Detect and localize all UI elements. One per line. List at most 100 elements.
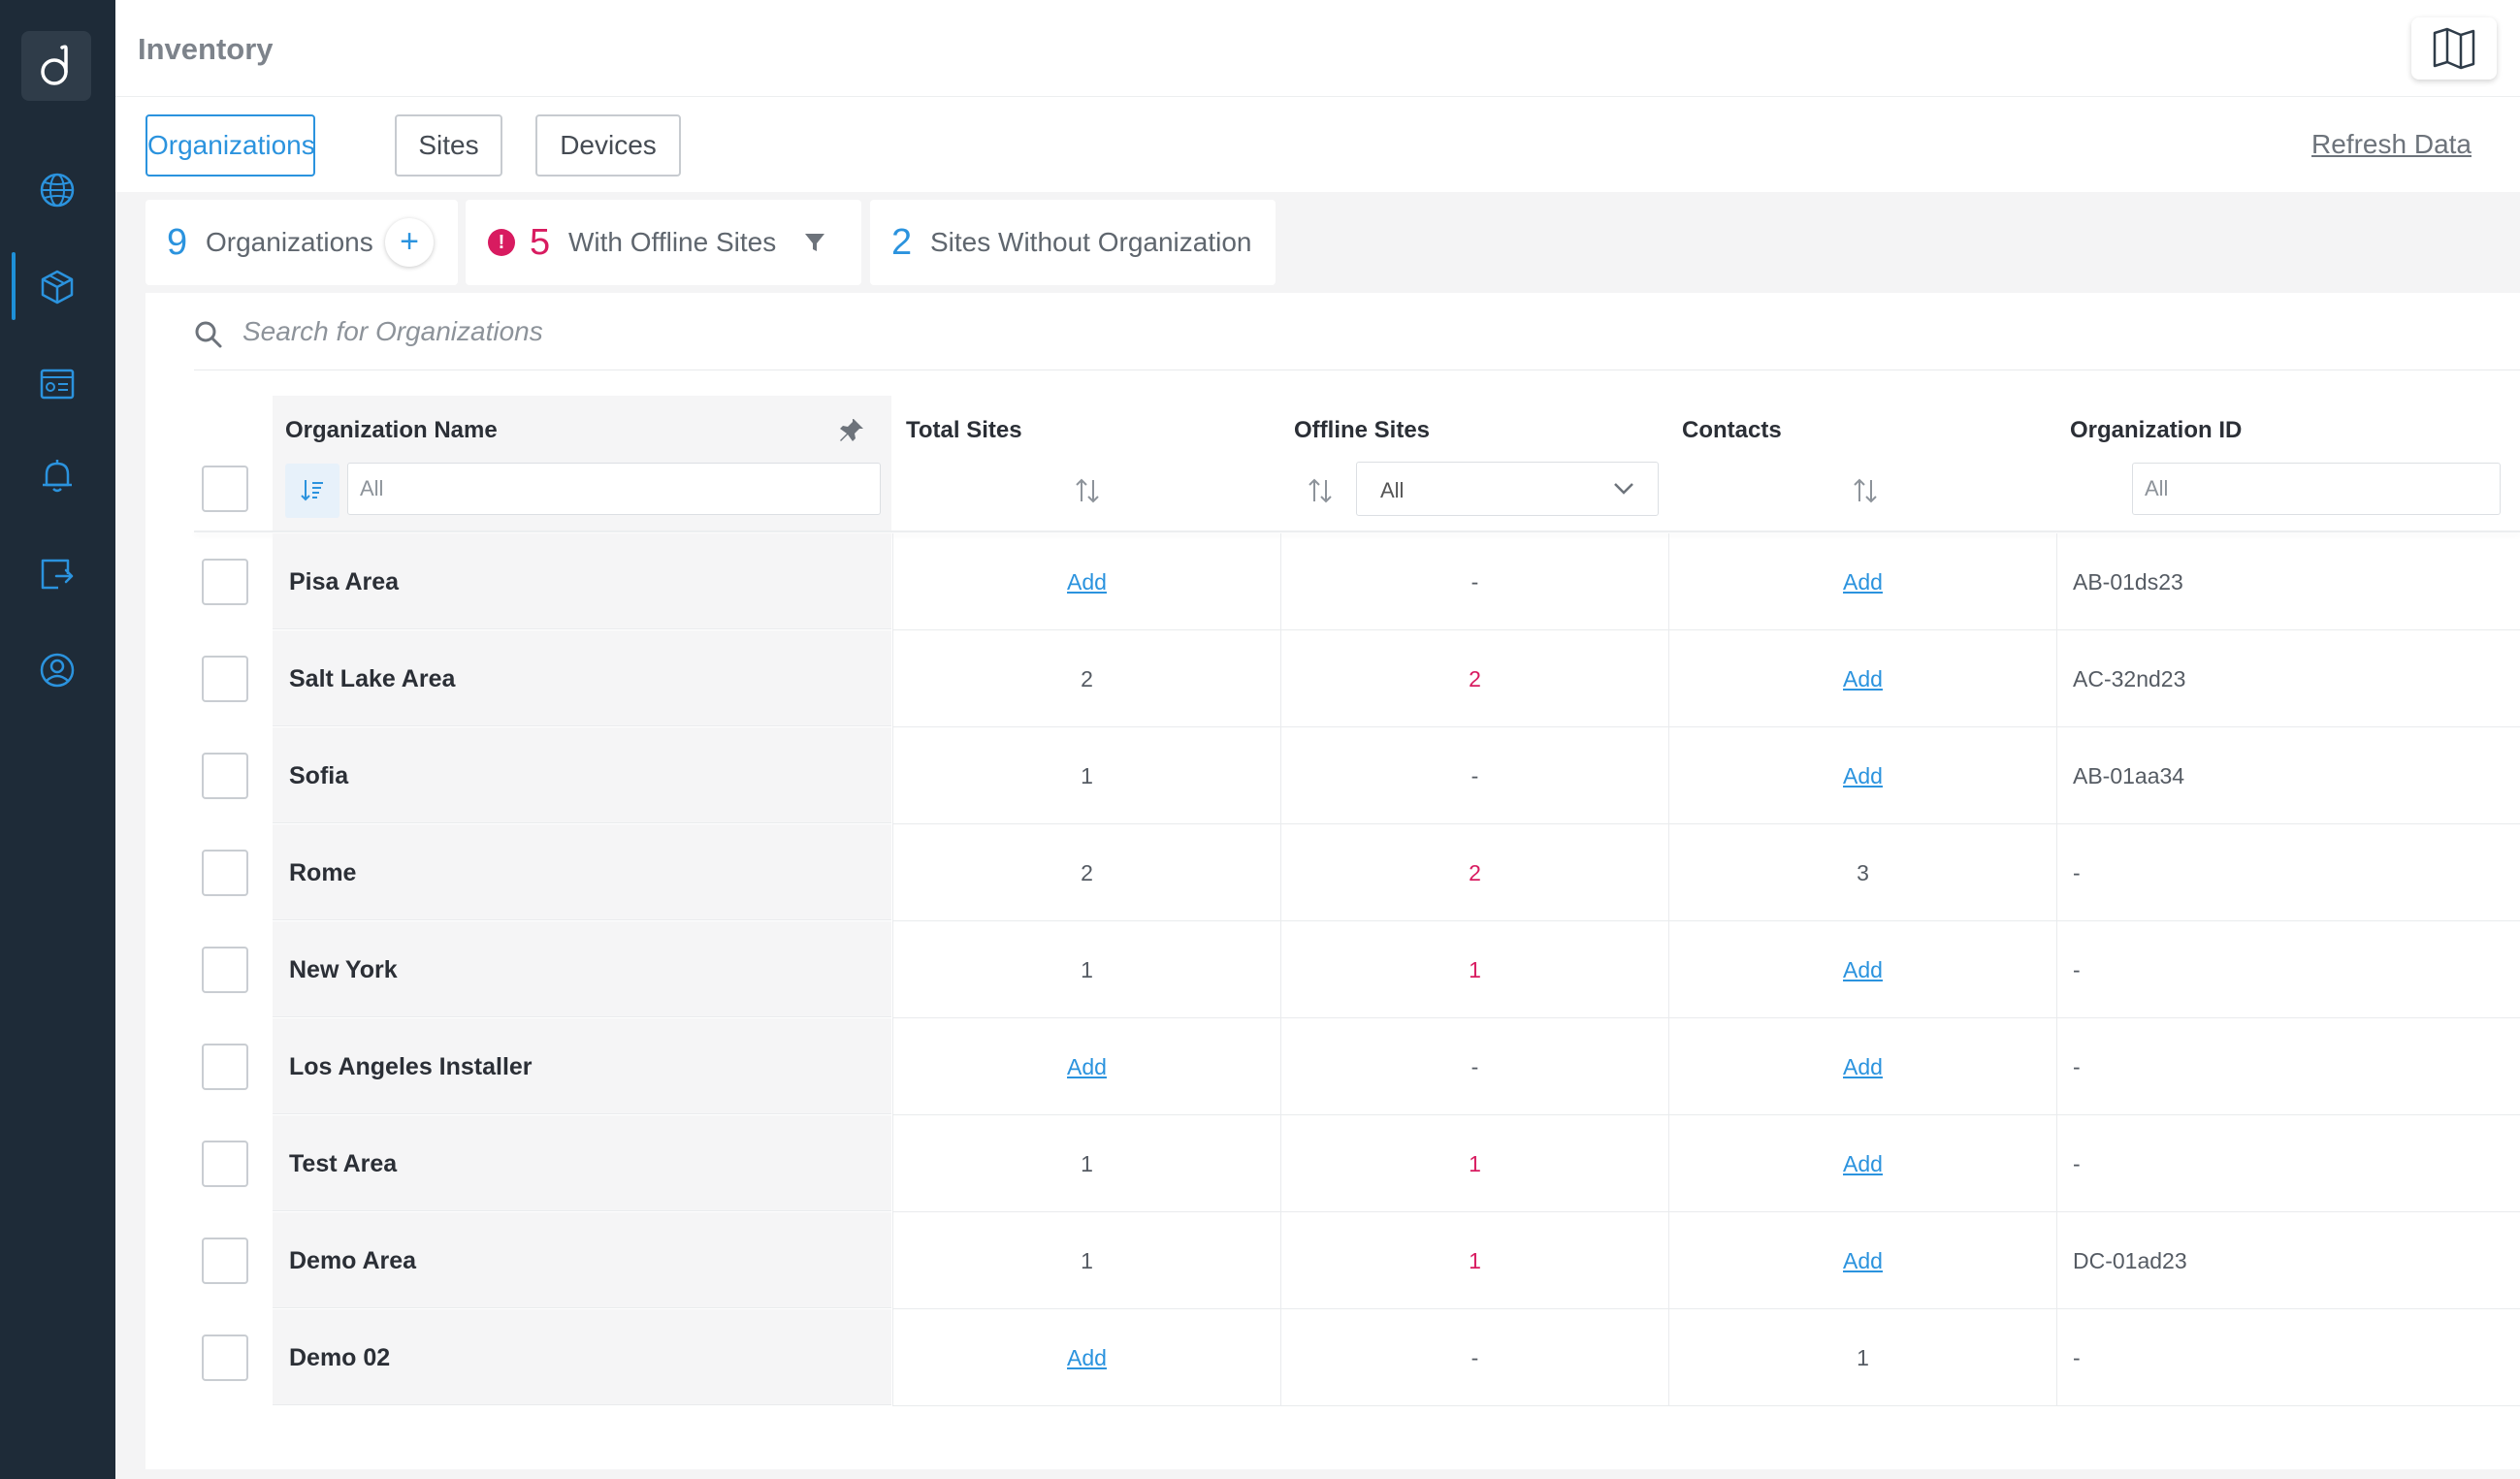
select-all-checkbox[interactable]	[202, 466, 248, 512]
add-contact-link[interactable]: Add	[1843, 763, 1883, 788]
row-checkbox[interactable]	[202, 1044, 248, 1090]
table-row[interactable]: Rome 2 2 3 -	[145, 824, 2520, 921]
contacts-value: 3	[1857, 860, 1869, 885]
sidebar-item-export[interactable]	[0, 538, 115, 606]
sidebar-item-account[interactable]	[0, 635, 115, 703]
table-row[interactable]: New York 1 1 Add -	[145, 921, 2520, 1018]
offline-sites-value: -	[1470, 1345, 1479, 1370]
row-checkbox[interactable]	[202, 1141, 248, 1187]
table-row[interactable]: Demo Area 1 1 Add DC-01ad23	[145, 1212, 2520, 1309]
organization-id-cell: -	[2056, 1309, 2520, 1406]
row-checkbox[interactable]	[202, 1334, 248, 1381]
filter-icon[interactable]	[803, 231, 826, 254]
organization-name[interactable]: Los Angeles Installer	[289, 1053, 533, 1080]
search-bar	[194, 293, 2520, 370]
add-contact-link[interactable]: Add	[1843, 1054, 1883, 1079]
add-site-link[interactable]: Add	[1067, 1054, 1107, 1079]
total-sites-value: 1	[1081, 957, 1093, 982]
offline-sites-cell: -	[1280, 727, 1668, 824]
header-divider	[194, 531, 2520, 532]
sidebar-item-dashboard[interactable]	[0, 349, 115, 417]
name-cell	[273, 1018, 891, 1114]
table-row[interactable]: Salt Lake Area 2 2 Add AC-32nd23	[145, 630, 2520, 727]
organization-name[interactable]: New York	[289, 956, 398, 983]
organization-id-value: AB-01ds23	[2073, 569, 2183, 595]
search-input[interactable]	[242, 310, 1406, 353]
table-row[interactable]: Demo 02 Add - 1 -	[145, 1309, 2520, 1406]
total-sites-cell: 2	[892, 824, 1280, 921]
organization-name[interactable]: Sofia	[289, 762, 349, 789]
add-contact-link[interactable]: Add	[1843, 957, 1883, 982]
name-cell	[273, 533, 891, 629]
app-logo[interactable]	[21, 31, 91, 101]
table-row[interactable]: Test Area 1 1 Add -	[145, 1115, 2520, 1212]
name-cell	[273, 1309, 891, 1405]
total-sites-cell: 1	[892, 921, 1280, 1018]
organization-id-value: -	[2073, 957, 2081, 982]
total-sites-cell: 1	[892, 727, 1280, 824]
tab-devices[interactable]: Devices	[535, 114, 681, 177]
add-contact-link[interactable]: Add	[1843, 1151, 1883, 1176]
sidebar-item-alerts[interactable]	[0, 441, 115, 509]
row-checkbox[interactable]	[202, 1238, 248, 1284]
tab-sites[interactable]: Sites	[395, 114, 502, 177]
sort-icon[interactable]	[1853, 477, 1878, 504]
tab-organizations[interactable]: Organizations	[145, 114, 315, 177]
organizations-count: 9	[167, 222, 188, 263]
sort-icon[interactable]	[1308, 477, 1333, 504]
organizations-panel: Organization Name Total Sites Offline Si…	[145, 293, 2520, 1469]
table-row[interactable]: Sofia 1 - Add AB-01aa34	[145, 727, 2520, 824]
refresh-data-link[interactable]: Refresh Data	[2311, 129, 2472, 159]
offline-sites-filter-select[interactable]: All	[1356, 462, 1659, 516]
total-sites-value: 2	[1081, 666, 1093, 691]
add-contact-link[interactable]: Add	[1843, 1248, 1883, 1273]
offline-sites-filter-card[interactable]: ! 5 With Offline Sites	[466, 200, 861, 285]
total-sites-cell: Add	[892, 533, 1280, 630]
total-sites-value: 1	[1081, 1248, 1093, 1273]
add-contact-link[interactable]: Add	[1843, 666, 1883, 691]
organization-name[interactable]: Demo 02	[289, 1344, 391, 1371]
guide-button[interactable]	[2411, 17, 2497, 80]
column-header-contacts: Contacts	[1682, 417, 1782, 443]
tabs-bar: Organizations Sites Devices Refresh Data	[115, 97, 2520, 192]
row-checkbox[interactable]	[202, 947, 248, 993]
organization-id-value: AC-32nd23	[2073, 666, 2186, 691]
offline-sites-value: -	[1470, 763, 1479, 788]
pin-icon[interactable]	[838, 417, 865, 444]
dashboard-icon	[40, 369, 75, 400]
sites-without-org-card[interactable]: 2 Sites Without Organization	[870, 200, 1276, 285]
organization-name[interactable]: Salt Lake Area	[289, 665, 456, 692]
name-sort-button[interactable]	[285, 464, 339, 518]
row-checkbox[interactable]	[202, 753, 248, 799]
name-cell	[273, 824, 891, 920]
add-contact-link[interactable]: Add	[1843, 569, 1883, 595]
add-site-link[interactable]: Add	[1067, 1345, 1107, 1370]
total-sites-cell: Add	[892, 1309, 1280, 1406]
organization-id-cell: AC-32nd23	[2056, 630, 2520, 727]
offline-count: 5	[530, 222, 551, 263]
total-sites-value: 1	[1081, 1151, 1093, 1176]
organization-name[interactable]: Rome	[289, 859, 357, 886]
contacts-cell: Add	[1668, 1115, 2056, 1212]
offline-sites-value: 1	[1469, 957, 1481, 982]
offline-sites-value: 2	[1469, 666, 1481, 691]
offline-sites-cell: 2	[1280, 630, 1668, 727]
organization-name[interactable]: Test Area	[289, 1150, 398, 1177]
sort-icon[interactable]	[1075, 477, 1100, 504]
name-filter-input[interactable]	[347, 463, 881, 515]
sidebar-item-globe[interactable]	[0, 155, 115, 223]
add-site-link[interactable]: Add	[1067, 569, 1107, 595]
add-organization-button[interactable]: +	[385, 218, 434, 267]
table-row[interactable]: Los Angeles Installer Add - Add -	[145, 1018, 2520, 1115]
organization-id-filter-input[interactable]	[2132, 463, 2501, 515]
organization-name[interactable]: Demo Area	[289, 1247, 417, 1274]
table-row[interactable]: Pisa Area Add - Add AB-01ds23	[145, 533, 2520, 630]
row-checkbox[interactable]	[202, 656, 248, 702]
row-checkbox[interactable]	[202, 559, 248, 605]
export-icon	[41, 559, 74, 590]
organization-name[interactable]: Pisa Area	[289, 568, 400, 595]
offline-sites-value: 2	[1469, 860, 1481, 885]
organization-id-cell: -	[2056, 824, 2520, 921]
row-checkbox[interactable]	[202, 850, 248, 896]
sidebar-item-inventory[interactable]	[0, 252, 115, 320]
